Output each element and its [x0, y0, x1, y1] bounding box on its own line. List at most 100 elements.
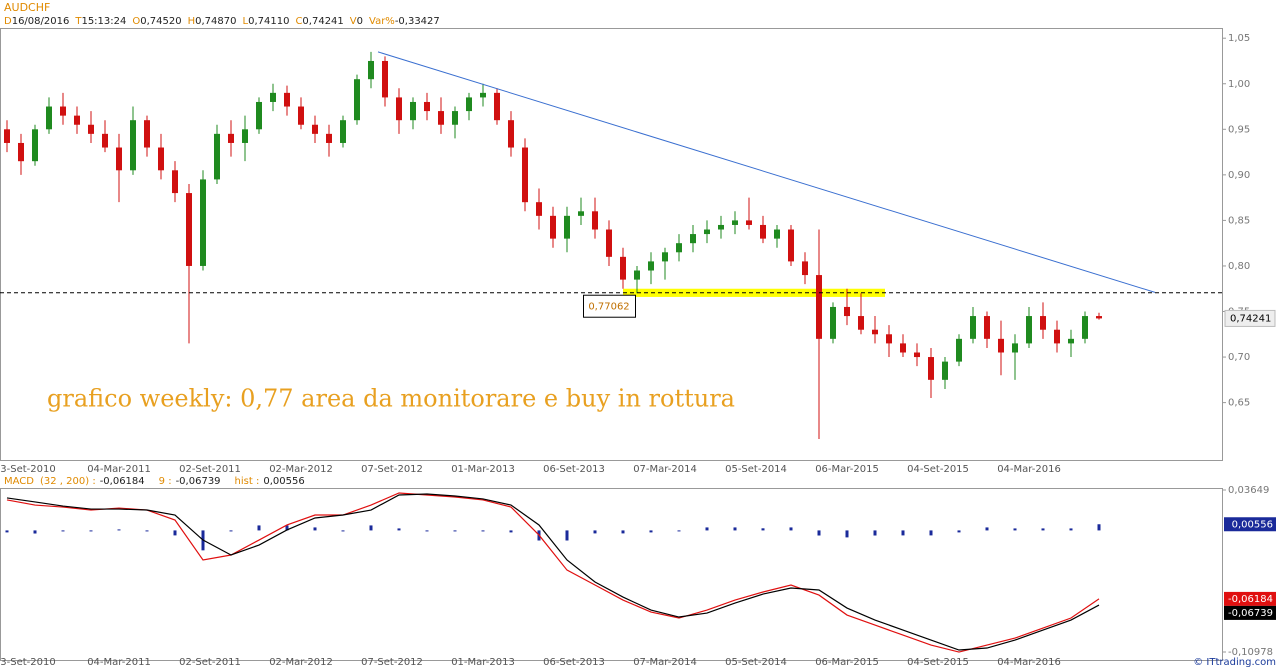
candle-body — [676, 243, 682, 253]
hist-bar — [565, 530, 569, 541]
value-box-label: 0,00556 — [1232, 519, 1273, 530]
candle-body — [214, 133, 220, 180]
hist-bar — [229, 530, 233, 532]
hist-bar — [761, 528, 765, 531]
candle-body — [522, 147, 528, 203]
candle-body — [984, 316, 990, 339]
hist-bar — [89, 530, 93, 532]
symbol: AUDCHF — [4, 1, 50, 14]
candle-body — [340, 120, 346, 143]
field-value: 0,74870 — [195, 16, 236, 27]
candle-body — [662, 252, 668, 262]
field-key: L — [243, 16, 249, 27]
macd-header-part: -0,06184 — [100, 476, 145, 487]
hist-bar — [929, 530, 933, 536]
candle-body — [228, 133, 234, 143]
x-tick-label: 02-Mar-2012 — [269, 657, 333, 668]
x-tick-label: 02-Set-2011 — [179, 464, 241, 475]
y-tick-label: 0,65 — [1228, 398, 1250, 409]
candle-body — [606, 229, 612, 257]
y-tick-label: 0,03649 — [1228, 485, 1269, 496]
hist-bar — [61, 530, 65, 532]
candle-body — [956, 338, 962, 362]
field-key: V — [350, 16, 357, 27]
hist-bar — [1013, 528, 1017, 531]
candle-body — [102, 133, 108, 148]
field-key: O — [132, 16, 140, 27]
x-tick-label: 04-Mar-2011 — [87, 657, 151, 668]
macd-header-part: 0,00556 — [263, 476, 304, 487]
x-tick-label: 06-Mar-2015 — [815, 464, 879, 475]
hist-bar — [901, 530, 905, 536]
x-tick-label: 07-Set-2012 — [361, 657, 423, 668]
macd-panel — [0, 488, 1223, 661]
candle-body — [88, 124, 94, 134]
x-tick-label: 04-Set-2015 — [907, 464, 969, 475]
hist-bar — [33, 530, 37, 534]
candle-body — [1054, 329, 1060, 344]
x-tick-label: 05-Set-2014 — [725, 657, 787, 668]
hist-bar — [957, 530, 961, 533]
hist-bar — [845, 530, 849, 538]
field-value: 0,74110 — [248, 16, 289, 27]
macd-header-part: (32 , 200) : — [40, 476, 96, 487]
hist-bar — [1041, 528, 1045, 531]
candle-body — [494, 92, 500, 121]
candle-body — [298, 106, 304, 125]
field-key: T — [74, 16, 82, 27]
level-label: 0,77062 — [588, 302, 629, 313]
value-box — [1224, 517, 1276, 532]
candle-body — [1012, 343, 1018, 353]
macd-header-part: 9 : — [159, 476, 172, 487]
field-value: 16/08/2016 — [12, 16, 70, 27]
x-tick-label: 07-Mar-2014 — [633, 657, 697, 668]
trendline — [377, 51, 1156, 293]
macd-line — [6, 492, 1100, 653]
x-tick-label: 02-Set-2011 — [179, 657, 241, 668]
candle-body — [802, 261, 808, 276]
candle-body — [1096, 316, 1102, 319]
y-tick-label: 0,90 — [1228, 170, 1250, 181]
candle-body — [60, 106, 66, 116]
y-tick-label: 0,85 — [1228, 215, 1250, 226]
hist-bar — [873, 530, 877, 536]
candle-body — [158, 147, 164, 171]
candle-body — [998, 338, 1004, 353]
footer: © ITtrading.com — [1193, 657, 1276, 668]
candle-body — [200, 179, 206, 266]
y-tick-label: 0,95 — [1228, 124, 1250, 135]
candle-body — [74, 115, 80, 125]
candle-body — [816, 275, 822, 339]
x-tick-label: 01-Mar-2013 — [451, 657, 515, 668]
candle-body — [928, 357, 934, 380]
header-line: D16/08/2016 T15:13:24 O0,74520 H0,74870 L0,7… — [4, 16, 440, 27]
hist-bar — [817, 530, 821, 536]
y-tick-label: 1,00 — [1228, 79, 1250, 90]
candle-body — [256, 101, 262, 130]
candle-body — [578, 211, 584, 216]
candle-body — [760, 224, 766, 239]
candle-body — [858, 316, 864, 330]
candle-body — [900, 343, 906, 353]
hist-bar — [621, 530, 625, 534]
candle-body — [186, 193, 192, 266]
candle-body — [1026, 316, 1032, 344]
hist-bar — [369, 525, 373, 531]
hist-bar — [1069, 528, 1073, 531]
annotation: grafico weekly: 0,77 area da monitorare … — [47, 385, 735, 413]
x-tick-label: 04-Set-2015 — [907, 657, 969, 668]
candle-body — [508, 120, 514, 148]
last-price-box — [1224, 309, 1276, 327]
candle-body — [886, 334, 892, 344]
candle-body — [914, 352, 920, 358]
x-tick-label: 04-Mar-2016 — [997, 464, 1061, 475]
candle-body — [620, 256, 626, 280]
field-key: C — [295, 16, 302, 27]
candle-body — [564, 215, 570, 239]
hist-bar — [145, 530, 149, 532]
candle-body — [130, 120, 136, 171]
candle-body — [368, 60, 374, 80]
candle-body — [270, 92, 276, 102]
candle-body — [844, 306, 850, 317]
